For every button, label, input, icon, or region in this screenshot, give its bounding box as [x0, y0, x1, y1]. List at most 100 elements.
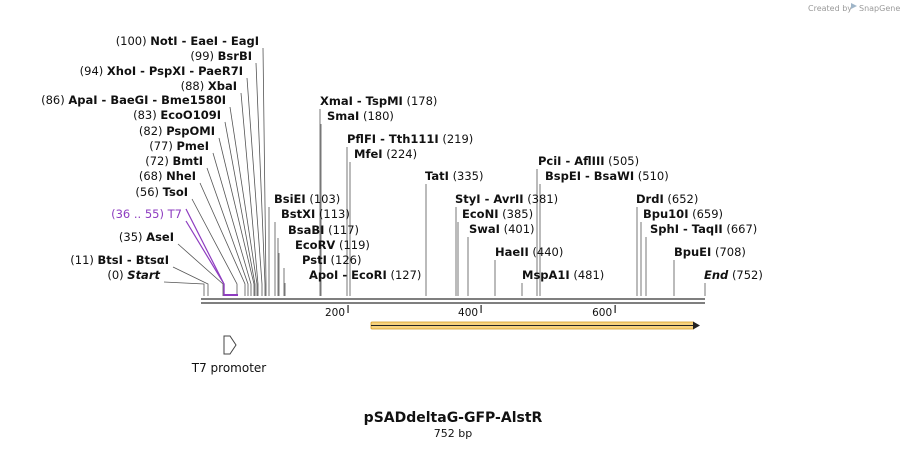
leader-lines — [163, 47, 706, 296]
enzyme-label[interactable]: MspA1I (481) — [522, 268, 604, 282]
orf-arrow[interactable] — [370, 321, 700, 330]
enzyme-label[interactable]: (68) NheI — [139, 169, 196, 183]
enzyme-label[interactable]: SwaI (401) — [469, 222, 535, 236]
enzyme-label[interactable]: MfeI (224) — [354, 147, 417, 161]
enzyme-name: - EagI — [218, 34, 259, 48]
enzyme-label[interactable]: (83) EcoO109I — [133, 108, 221, 122]
axis-tick-label: 200 — [325, 307, 345, 319]
enzyme-position: (11) — [70, 253, 94, 267]
enzyme-name: MspA1I — [522, 268, 570, 282]
leader-line — [255, 62, 266, 296]
enzyme-label[interactable]: (56) TsoI — [135, 185, 188, 199]
enzyme-label[interactable]: BsiEI (103) — [274, 192, 340, 206]
enzyme-name: BsaBI — [288, 223, 324, 237]
enzyme-position: (56) — [135, 185, 159, 199]
enzyme-label[interactable]: (100) NotI - EaeI - EagI — [116, 34, 259, 48]
enzyme-name: - BaeGI — [98, 93, 149, 107]
enzyme-label[interactable]: EcoRV (119) — [295, 238, 370, 252]
enzyme-position: (88) — [181, 79, 205, 93]
enzyme-labels: (0) Start(11) BtsI - BtsαI (35) AseI (36 .… — [41, 34, 763, 282]
enzyme-label[interactable]: (88) XbaI — [181, 79, 237, 93]
enzyme-label[interactable]: (82) PspOMI — [139, 124, 215, 138]
enzyme-name: - Bme1580I — [148, 93, 226, 107]
enzyme-name: MfeI — [354, 147, 383, 161]
enzyme-position: (667) — [726, 222, 757, 236]
enzyme-position: (35) — [119, 230, 143, 244]
leader-line — [191, 198, 238, 296]
enzyme-label[interactable]: BpuEI (708) — [674, 245, 746, 259]
enzyme-name: BsrBI — [218, 49, 252, 63]
enzyme-position: (708) — [715, 245, 746, 259]
enzyme-name: XbaI — [208, 79, 237, 93]
enzyme-position: (68) — [139, 169, 163, 183]
enzyme-label[interactable]: (36 .. 55) T7 — [111, 207, 182, 221]
leader-line — [224, 121, 256, 296]
enzyme-name: PspOMI — [166, 124, 215, 138]
enzyme-name: PciI — [538, 154, 561, 168]
enzyme-position: (401) — [504, 222, 535, 236]
enzyme-name: - TaqII — [679, 222, 723, 236]
enzyme-position: (752) — [732, 268, 763, 282]
created-by-label: Created by — [808, 4, 852, 13]
t7-promoter-label: T7 promoter — [191, 361, 267, 375]
enzyme-position: (659) — [692, 207, 723, 221]
enzyme-position: (36 .. 55) — [111, 207, 164, 221]
enzyme-label[interactable]: (94) XhoI - PspXI - PaeR7I — [80, 64, 243, 78]
enzyme-name: EcoNI — [462, 207, 498, 221]
enzyme-name: SphI — [650, 222, 679, 236]
enzyme-name: - EaeI — [178, 34, 218, 48]
enzyme-label[interactable]: DrdI (652) — [636, 192, 698, 206]
enzyme-label[interactable]: TatI (335) — [425, 169, 484, 183]
enzyme-position: (99) — [190, 49, 214, 63]
t7-promoter-feature[interactable]: T7 promoter — [191, 335, 267, 375]
enzyme-name: BmtI — [172, 154, 203, 168]
enzyme-name: - BtsαI — [123, 253, 169, 267]
enzyme-label[interactable]: (35) AseI — [119, 230, 174, 244]
leader-line — [218, 137, 255, 296]
enzyme-position: (335) — [453, 169, 484, 183]
enzyme-name: AseI — [146, 230, 174, 244]
leader-line — [229, 106, 258, 296]
enzyme-name: Start — [127, 268, 160, 282]
enzyme-label[interactable]: XmaI - TspMI (178) — [320, 94, 437, 108]
enzyme-name: PflFI — [347, 132, 376, 146]
enzyme-name: StyI — [455, 192, 481, 206]
enzyme-name: - BsaWI — [581, 169, 634, 183]
enzyme-name: EcoRV — [295, 238, 335, 252]
enzyme-label[interactable]: StyI - AvrII (381) — [455, 192, 558, 206]
enzyme-position: (219) — [442, 132, 473, 146]
enzyme-name: ApaI — [68, 93, 97, 107]
enzyme-label[interactable]: BsaBI (117) — [288, 223, 359, 237]
enzyme-position: (224) — [386, 147, 417, 161]
enzyme-name: - AvrII — [481, 192, 524, 206]
enzyme-label[interactable]: PflFI - Tth111I (219) — [347, 132, 473, 146]
enzyme-position: (82) — [139, 124, 163, 138]
enzyme-name: End — [704, 268, 729, 282]
enzyme-label[interactable]: End (752) — [704, 268, 763, 282]
enzyme-label[interactable]: (77) PmeI — [149, 139, 209, 153]
enzyme-label[interactable]: (11) BtsI - BtsαI — [70, 253, 169, 267]
enzyme-name: XhoI — [107, 64, 136, 78]
enzyme-label[interactable]: PciI - AflIII (505) — [538, 154, 639, 168]
enzyme-name: - EcoRI — [338, 268, 387, 282]
enzyme-label[interactable]: (86) ApaI - BaeGI - Bme1580I — [41, 93, 226, 107]
enzyme-label[interactable]: (0) Start — [107, 268, 160, 282]
enzyme-label[interactable]: EcoNI (385) — [462, 207, 533, 221]
enzyme-label[interactable]: Bpu10I (659) — [643, 207, 723, 221]
enzyme-label[interactable]: HaeII (440) — [495, 245, 563, 259]
enzyme-position: (113) — [319, 207, 350, 221]
enzyme-position: (510) — [638, 169, 669, 183]
enzyme-label[interactable]: (99) BsrBI — [190, 49, 252, 63]
enzyme-label[interactable]: PstI (126) — [302, 253, 361, 267]
enzyme-label[interactable]: (72) BmtI — [145, 154, 203, 168]
enzyme-position: (86) — [41, 93, 65, 107]
enzyme-label[interactable]: BstXI (113) — [281, 207, 350, 221]
enzyme-label[interactable]: ApoI - EcoRI (127) — [309, 268, 421, 282]
enzyme-position: (0) — [107, 268, 123, 282]
enzyme-position: (119) — [339, 238, 370, 252]
enzyme-label[interactable]: BspEI - BsaWI (510) — [545, 169, 669, 183]
enzyme-position: (72) — [145, 154, 169, 168]
enzyme-label[interactable]: SphI - TaqII (667) — [650, 222, 757, 236]
enzyme-label[interactable]: SmaI (180) — [327, 109, 394, 123]
enzyme-position: (481) — [573, 268, 604, 282]
